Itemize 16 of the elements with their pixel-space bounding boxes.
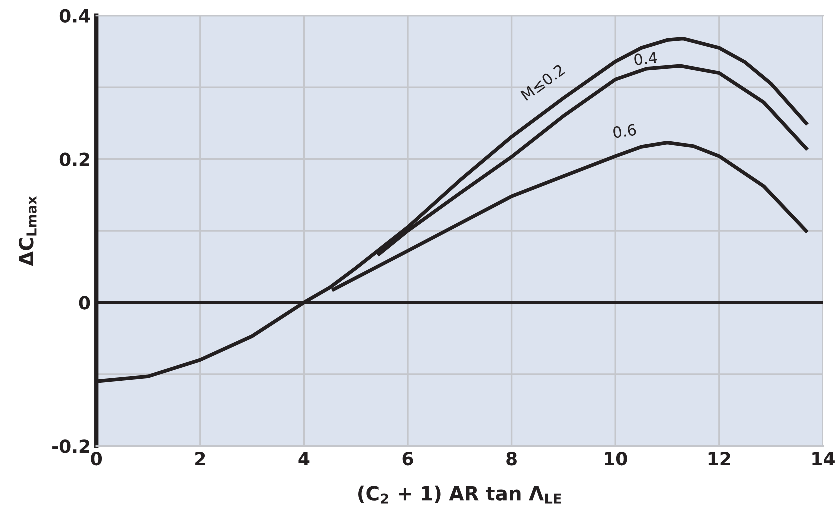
- x-tick-label: 14: [812, 452, 835, 466]
- text: 0.6: [612, 124, 637, 139]
- x-tick-label: 6: [402, 452, 414, 466]
- x-axis-title: (C$_{2}$ + 1) AR tan Λ$_{LE}$: [358, 486, 562, 504]
- text: 0.4: [634, 52, 658, 66]
- y-tick-label: -0.2: [52, 440, 90, 454]
- x-tick-label: 0: [91, 452, 102, 466]
- y-axis-title: ΔC$_{Lmax}$: [19, 196, 37, 266]
- x-tick-label: 2: [196, 452, 206, 466]
- x-tick-label: 12: [708, 452, 730, 466]
- x-tick-label: 8: [506, 452, 517, 466]
- y-tick-label: 0.2: [60, 152, 90, 166]
- y-tick-label: 0: [79, 296, 90, 310]
- x-tick-label: 4: [298, 452, 310, 466]
- y-tick-label: 0.4: [60, 9, 90, 23]
- x-tick-label: 10: [605, 452, 628, 466]
